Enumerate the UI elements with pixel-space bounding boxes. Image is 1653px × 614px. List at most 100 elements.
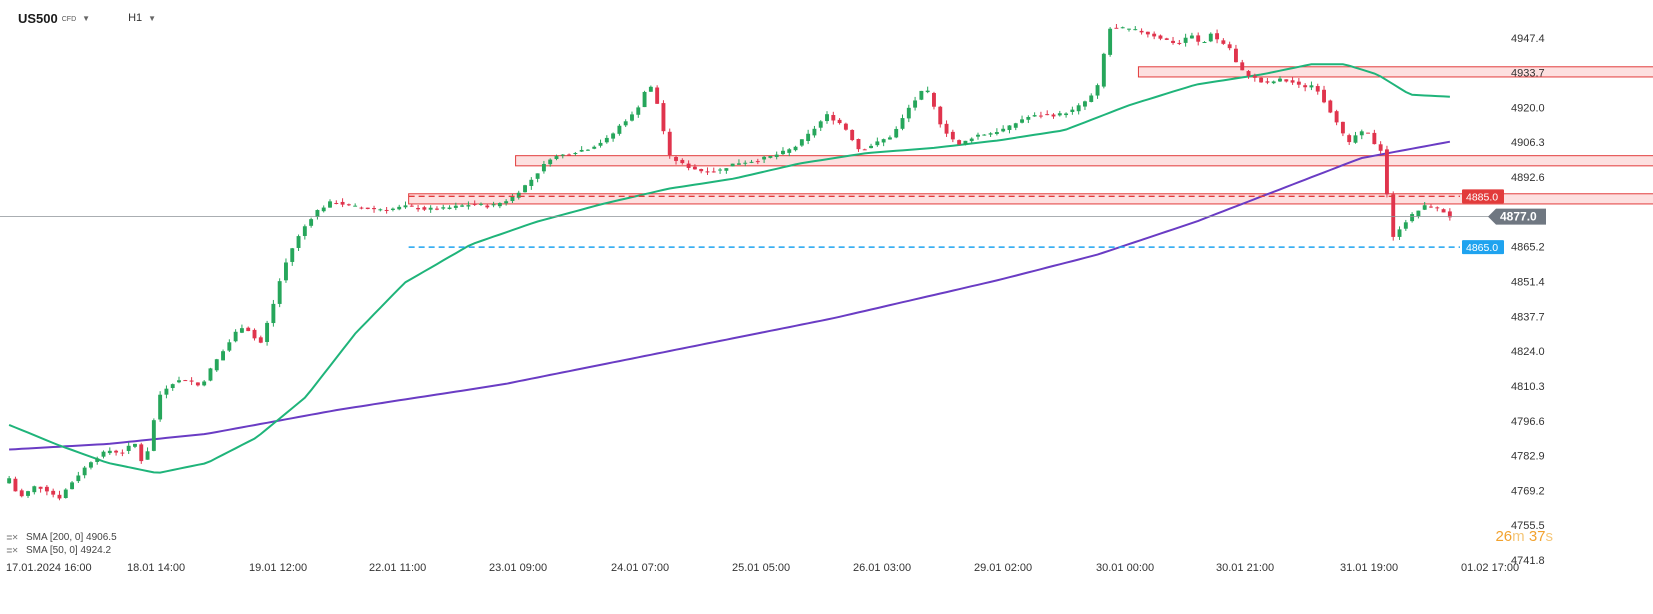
candle: [277, 278, 282, 308]
candle: [258, 335, 263, 344]
candle: [189, 377, 194, 386]
candle-body: [44, 486, 49, 492]
candle: [359, 206, 364, 210]
x-tick-label: 17.01.2024 16:00: [6, 562, 92, 574]
candle-body: [692, 166, 697, 170]
candle-body: [768, 155, 773, 158]
sma50-legend[interactable]: ≣✕ SMA [50, 0] 4924.2: [6, 545, 111, 556]
candle: [95, 456, 100, 465]
candle: [183, 379, 188, 382]
candle: [372, 205, 376, 213]
candle-body: [1095, 85, 1100, 96]
candle-body: [435, 208, 439, 210]
candle: [76, 471, 81, 483]
candle-body: [321, 207, 326, 212]
candle: [1101, 52, 1106, 89]
candle-body: [359, 207, 364, 209]
candle: [479, 202, 483, 206]
candle: [976, 132, 980, 140]
candle-body: [1120, 27, 1125, 29]
x-tick-label: 30.01 00:00: [1096, 562, 1154, 574]
candle: [762, 155, 767, 164]
candle-body: [1296, 81, 1301, 85]
candle: [642, 90, 647, 108]
candle-body: [661, 103, 666, 132]
candle: [1340, 121, 1345, 137]
candle-body: [831, 115, 836, 121]
candle: [617, 123, 622, 136]
candle-body: [516, 192, 521, 198]
sma200-line: [9, 140, 1451, 451]
candle: [969, 137, 974, 143]
candle-body: [353, 205, 358, 207]
candle-body: [1171, 40, 1175, 43]
symbol-name[interactable]: US500: [18, 10, 58, 26]
candle-body: [642, 91, 647, 108]
candle-body: [1007, 125, 1012, 130]
x-tick-label: 01.02 17:00: [1461, 562, 1519, 574]
candle-body: [604, 137, 609, 143]
candle: [957, 139, 962, 146]
indicator-settings-icon[interactable]: ≣✕: [6, 546, 18, 555]
candle-body: [126, 445, 131, 451]
candle-body: [1038, 115, 1043, 117]
resistance-price-tag: 4885.0: [1462, 189, 1504, 204]
candle-body: [1378, 144, 1383, 151]
candle-body: [982, 134, 987, 136]
candle-body: [1215, 33, 1220, 40]
candle: [1013, 122, 1018, 131]
candle: [1353, 131, 1358, 144]
timeframe-dropdown-icon[interactable]: ▼: [148, 14, 157, 23]
candle-body: [1070, 109, 1075, 112]
candle-body: [1447, 211, 1452, 218]
price-axis: 4947.4 4933.7 4920.0 4906.3 4892.6 4865.2 4851…: [1511, 33, 1545, 567]
candle-body: [189, 380, 194, 382]
candle-body: [365, 207, 370, 210]
candle: [1152, 31, 1157, 40]
candle-body: [151, 420, 156, 451]
y-tick-label: 4837.7: [1511, 311, 1545, 323]
candle-body: [837, 119, 842, 124]
candle: [1020, 115, 1024, 124]
candle-body: [1114, 27, 1119, 29]
candle-body: [1429, 206, 1433, 208]
candle-body: [1284, 79, 1289, 82]
candle: [409, 203, 414, 207]
candle-body: [994, 132, 999, 134]
candle: [749, 159, 754, 164]
candle: [875, 137, 880, 147]
candle-body: [869, 145, 874, 149]
candle-body: [1032, 115, 1037, 117]
support-price-tag-text: 4865.0: [1466, 242, 1498, 254]
candle-body: [497, 202, 502, 207]
candle-body: [1372, 132, 1377, 145]
candle-body: [762, 156, 767, 160]
sma200-legend[interactable]: ≣✕ SMA [200, 0] 4906.5: [6, 532, 117, 543]
candle: [296, 234, 301, 252]
candle: [353, 203, 358, 207]
timeframe-selector[interactable]: H1: [128, 12, 143, 24]
candle-body: [1051, 114, 1056, 117]
candle: [271, 299, 276, 327]
candle-body: [1183, 37, 1188, 43]
candle: [378, 208, 383, 212]
candle-body: [346, 204, 351, 206]
candle: [82, 465, 87, 479]
candle: [579, 146, 584, 152]
candle-body: [485, 205, 490, 208]
symbol-dropdown-icon[interactable]: ▼: [82, 14, 91, 23]
candle: [837, 118, 842, 125]
candle: [252, 328, 257, 341]
candle: [541, 160, 546, 174]
candle-body: [195, 382, 200, 386]
candle-body: [913, 100, 918, 108]
indicator-settings-icon[interactable]: ≣✕: [6, 533, 18, 542]
candle-body: [850, 129, 855, 141]
candle-body: [309, 219, 314, 226]
candle-body: [277, 281, 282, 304]
candle: [881, 138, 886, 147]
candle-body: [1133, 29, 1138, 31]
candle: [523, 184, 527, 193]
candle-body: [390, 208, 395, 210]
